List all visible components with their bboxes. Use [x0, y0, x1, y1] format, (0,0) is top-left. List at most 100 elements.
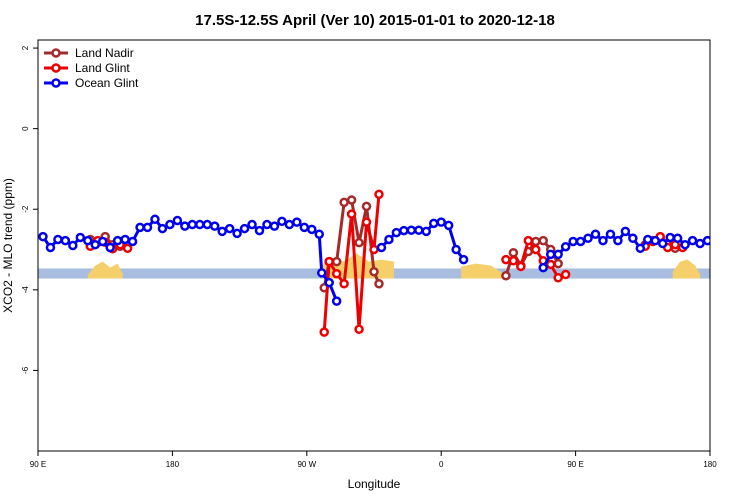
- data-point: [605, 229, 616, 239]
- x-axis-ticks: 90 E 180 90 W 0 90 E 180: [30, 451, 717, 469]
- data-point: [516, 261, 526, 272]
- legend-item: Ocean Glint: [44, 76, 139, 90]
- data-point: [142, 222, 153, 233]
- data-point: [180, 221, 190, 231]
- data-point: [523, 235, 534, 246]
- data-point: [68, 240, 78, 251]
- y-axis-ticks: 2 0 -2 -4 -6: [21, 45, 38, 374]
- data-point: [331, 268, 342, 279]
- data-point: [695, 238, 705, 249]
- data-point: [741, 225, 748, 232]
- data-point: [414, 225, 424, 235]
- data-point: [316, 268, 327, 278]
- data-point: [687, 235, 698, 246]
- data-point: [553, 249, 563, 260]
- data-point: [635, 243, 646, 254]
- data-point: [105, 242, 115, 253]
- data-point: [319, 327, 329, 337]
- data-point: [545, 249, 556, 260]
- data-point: [284, 219, 295, 230]
- data-point: [538, 235, 548, 246]
- data-point: [399, 225, 409, 236]
- data-point: [508, 256, 519, 266]
- data-point: [307, 224, 317, 235]
- data-point: [339, 197, 349, 208]
- data-point: [157, 223, 168, 234]
- data-point: [195, 219, 205, 230]
- data-point: [135, 222, 145, 233]
- data-point: [53, 234, 63, 245]
- x-tick-label: 180: [166, 460, 180, 469]
- data-point: [553, 258, 563, 269]
- data-point: [560, 241, 571, 252]
- data-point: [324, 277, 334, 288]
- data-point: [553, 272, 563, 283]
- data-point: [406, 225, 417, 235]
- x-tick-label: 90 W: [297, 460, 316, 469]
- data-point: [292, 217, 302, 227]
- data-point: [254, 225, 265, 236]
- y-tick-label: 2: [21, 45, 30, 50]
- plot-frame: [37, 39, 711, 452]
- x-tick-label: 90 E: [30, 460, 46, 469]
- data-point: [346, 209, 357, 219]
- data-point: [60, 235, 71, 246]
- data-point: [97, 236, 108, 247]
- data-point: [451, 244, 461, 255]
- data-point: [458, 254, 469, 265]
- data-point: [232, 228, 242, 239]
- data-point: [643, 234, 653, 245]
- data-point: [331, 256, 342, 267]
- data-point: [127, 236, 138, 247]
- data-point: [613, 235, 623, 246]
- data-point: [384, 234, 394, 245]
- data-point: [354, 324, 364, 335]
- data-point: [734, 240, 741, 247]
- data-point: [83, 235, 93, 246]
- data-point: [247, 219, 257, 230]
- data-point: [538, 262, 548, 273]
- data-point: [421, 226, 432, 237]
- data-point: [369, 244, 379, 255]
- data-point: [239, 223, 250, 234]
- y-tick-label: -6: [21, 366, 30, 374]
- data-point: [428, 218, 439, 229]
- data-point: [112, 235, 123, 246]
- data-point: [443, 220, 454, 231]
- series-layer: [38, 189, 748, 337]
- x-tick-label: 180: [703, 460, 717, 469]
- legend-label: Land Nadir: [75, 46, 134, 60]
- data-point: [38, 231, 48, 242]
- data-point: [217, 226, 227, 237]
- y-tick-label: -4: [21, 286, 30, 294]
- data-point: [361, 217, 372, 227]
- data-point: [224, 223, 235, 234]
- data-point: [583, 233, 593, 243]
- y-tick-label: -2: [21, 205, 30, 213]
- data-point: [508, 248, 519, 258]
- legend-label: Ocean Glint: [75, 76, 139, 90]
- data-point: [314, 229, 324, 239]
- series-line: [41, 217, 339, 302]
- data-point: [560, 269, 571, 280]
- data-point: [501, 254, 511, 265]
- data-point: [568, 236, 578, 247]
- data-point: [702, 235, 710, 246]
- data-point: [361, 201, 372, 212]
- data-point: [726, 237, 733, 244]
- data-point: [165, 219, 175, 230]
- data-point: [45, 242, 56, 253]
- data-point: [202, 219, 212, 230]
- x-tick-label: 0: [439, 460, 444, 469]
- data-point: [672, 233, 683, 243]
- x-axis-label: Longitude: [348, 477, 401, 491]
- series-ocean-glint: [38, 214, 748, 306]
- data-point: [391, 227, 402, 238]
- y-tick-label: 0: [21, 126, 30, 131]
- data-point: [711, 240, 718, 247]
- data-point: [650, 235, 660, 246]
- data-point: [665, 232, 675, 243]
- data-point: [719, 244, 726, 251]
- data-point: [501, 270, 511, 281]
